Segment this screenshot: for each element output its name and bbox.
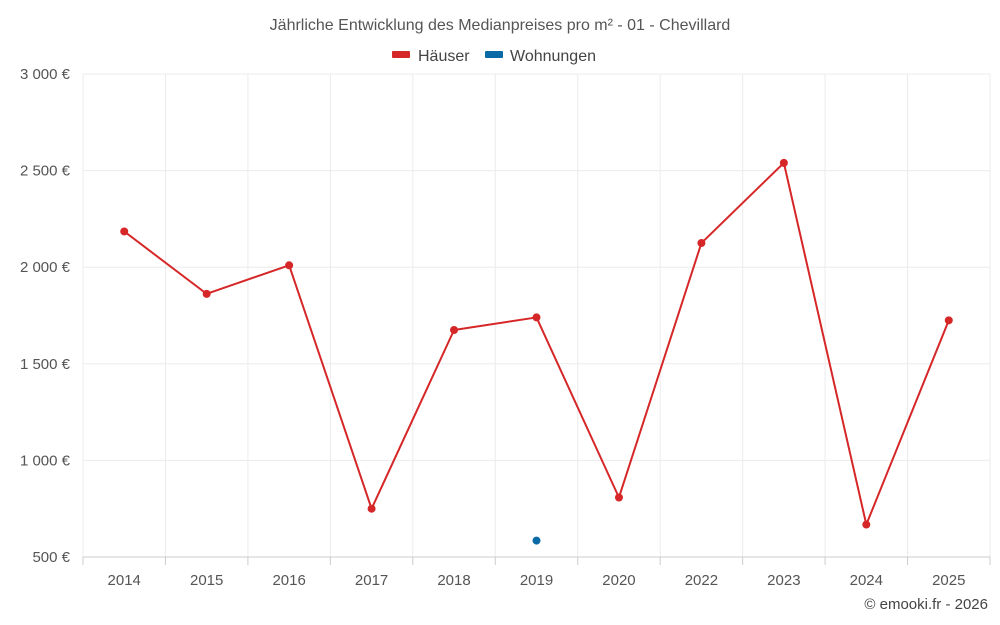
data-point-haeuser-2022[interactable] [697, 239, 706, 248]
x-axis-ticks: 2014 2015 2016 2017 2018 2019 2020 2022 2023 2024… [82, 557, 991, 589]
legend-label-wohnungen: Wohnungen [510, 48, 596, 65]
data-point-haeuser-2020[interactable] [614, 493, 623, 502]
x-tick-label: 2016 [272, 572, 305, 589]
x-tick-label: 2025 [932, 572, 965, 589]
chart-title: Jährliche Entwicklung des Medianpreises … [270, 17, 731, 34]
y-tick-label: 2 500 € [20, 163, 71, 180]
data-point-haeuser-2023[interactable] [779, 158, 788, 167]
legend-item-wohnungen[interactable]: Wohnungen [485, 48, 596, 65]
series-haeuser [120, 158, 953, 529]
y-gridlines [83, 73, 990, 461]
x-tick-label: 2024 [850, 572, 883, 589]
x-tick-label: 2015 [190, 572, 223, 589]
data-point-haeuser-2025[interactable] [944, 316, 953, 325]
series-layer [120, 158, 953, 545]
credit-text: © emooki.fr - 2026 [864, 596, 988, 613]
y-axis-ticks: 500 € 1 000 € 1 500 € 2 000 € 2 500 € 3 000 € [20, 66, 71, 566]
legend-item-haeuser[interactable]: Häuser [392, 48, 470, 65]
legend-swatch-wohnungen [485, 51, 503, 58]
data-point-haeuser-2014[interactable] [120, 227, 129, 236]
y-tick-label: 2 000 € [20, 259, 71, 276]
legend-label-haeuser: Häuser [418, 48, 470, 65]
data-point-haeuser-2016[interactable] [285, 261, 294, 270]
y-tick-label: 3 000 € [20, 66, 71, 83]
x-tick-label: 2014 [108, 572, 141, 589]
x-tick-label: 2020 [602, 572, 635, 589]
legend-swatch-haeuser [392, 51, 410, 58]
data-point-haeuser-2024[interactable] [862, 520, 871, 529]
data-point-haeuser-2017[interactable] [367, 504, 376, 513]
x-tick-label: 2022 [685, 572, 718, 589]
y-tick-label: 1 500 € [20, 356, 71, 373]
data-point-wohnungen-2019[interactable] [532, 536, 541, 545]
y-tick-label: 1 000 € [20, 452, 71, 469]
series-wohnungen [532, 536, 541, 545]
legend: Häuser Wohnungen [392, 48, 596, 65]
x-tick-label: 2017 [355, 572, 388, 589]
x-tick-label: 2018 [437, 572, 470, 589]
data-point-haeuser-2015[interactable] [202, 289, 211, 298]
data-point-haeuser-2018[interactable] [450, 325, 459, 334]
x-gridlines [82, 74, 991, 557]
x-tick-label: 2019 [520, 572, 553, 589]
x-tick-label: 2023 [767, 572, 800, 589]
data-point-haeuser-2019[interactable] [532, 313, 541, 322]
y-tick-label: 500 € [32, 549, 70, 566]
